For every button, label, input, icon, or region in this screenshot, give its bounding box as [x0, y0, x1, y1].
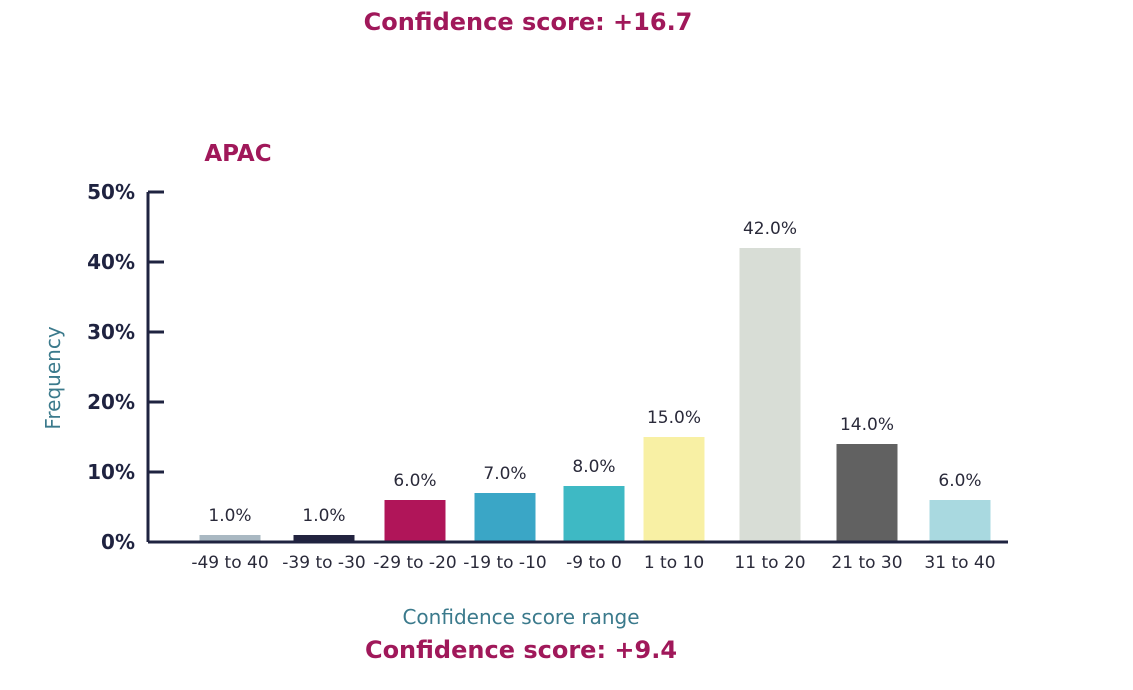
bar: [293, 535, 355, 542]
bar: [474, 493, 536, 542]
x-axis-title: Confidence score range: [402, 605, 639, 629]
data-label: 1.0%: [208, 506, 251, 526]
x-tick-label: 11 to 20: [734, 553, 805, 573]
x-tick-label: -29 to -20: [373, 553, 456, 573]
data-label: 42.0%: [743, 219, 797, 239]
y-axis: 0% 10% 20% 30% 40% 50%: [87, 180, 164, 554]
top-heading: Confidence score: +16.7: [364, 8, 693, 36]
y-tick-label: 30%: [87, 320, 135, 344]
x-tick-label: -9 to 0: [566, 553, 622, 573]
data-label: 6.0%: [393, 471, 436, 491]
x-tick-label: 21 to 30: [831, 553, 902, 573]
y-tick-label: 0%: [101, 530, 135, 554]
bars: 1.0% 1.0% 6.0% 7.0% 8.0% 15.0% 42.0% 14.0% 6.0%: [199, 219, 991, 542]
x-tick-label: 31 to 40: [924, 553, 995, 573]
bar: [929, 500, 991, 542]
data-label: 6.0%: [938, 471, 981, 491]
x-tick-label: -19 to -10: [463, 553, 546, 573]
y-tick-label: 50%: [87, 180, 135, 204]
chart-title: APAC: [204, 141, 271, 167]
bar: [199, 535, 261, 542]
x-tick-label: 1 to 10: [644, 553, 704, 573]
data-label: 7.0%: [483, 464, 526, 484]
bar: [739, 248, 801, 542]
x-tick-label: -49 to 40: [191, 553, 268, 573]
y-axis-title: Frequency: [41, 326, 65, 429]
bottom-heading: Confidence score: +9.4: [365, 636, 677, 664]
data-label: 15.0%: [647, 408, 701, 428]
bar: [563, 486, 625, 542]
x-tick-label: -39 to -30: [282, 553, 365, 573]
y-tick-label: 20%: [87, 390, 135, 414]
x-axis: -49 to 40 -39 to -30 -29 to -20 -19 to -10-…: [148, 540, 1008, 573]
data-label: 1.0%: [302, 506, 345, 526]
bar: [643, 437, 705, 542]
y-tick-label: 10%: [87, 460, 135, 484]
bar: [836, 444, 898, 542]
bar: [384, 500, 446, 542]
data-label: 14.0%: [840, 415, 894, 435]
y-tick-label: 40%: [87, 250, 135, 274]
data-label: 8.0%: [572, 457, 615, 477]
